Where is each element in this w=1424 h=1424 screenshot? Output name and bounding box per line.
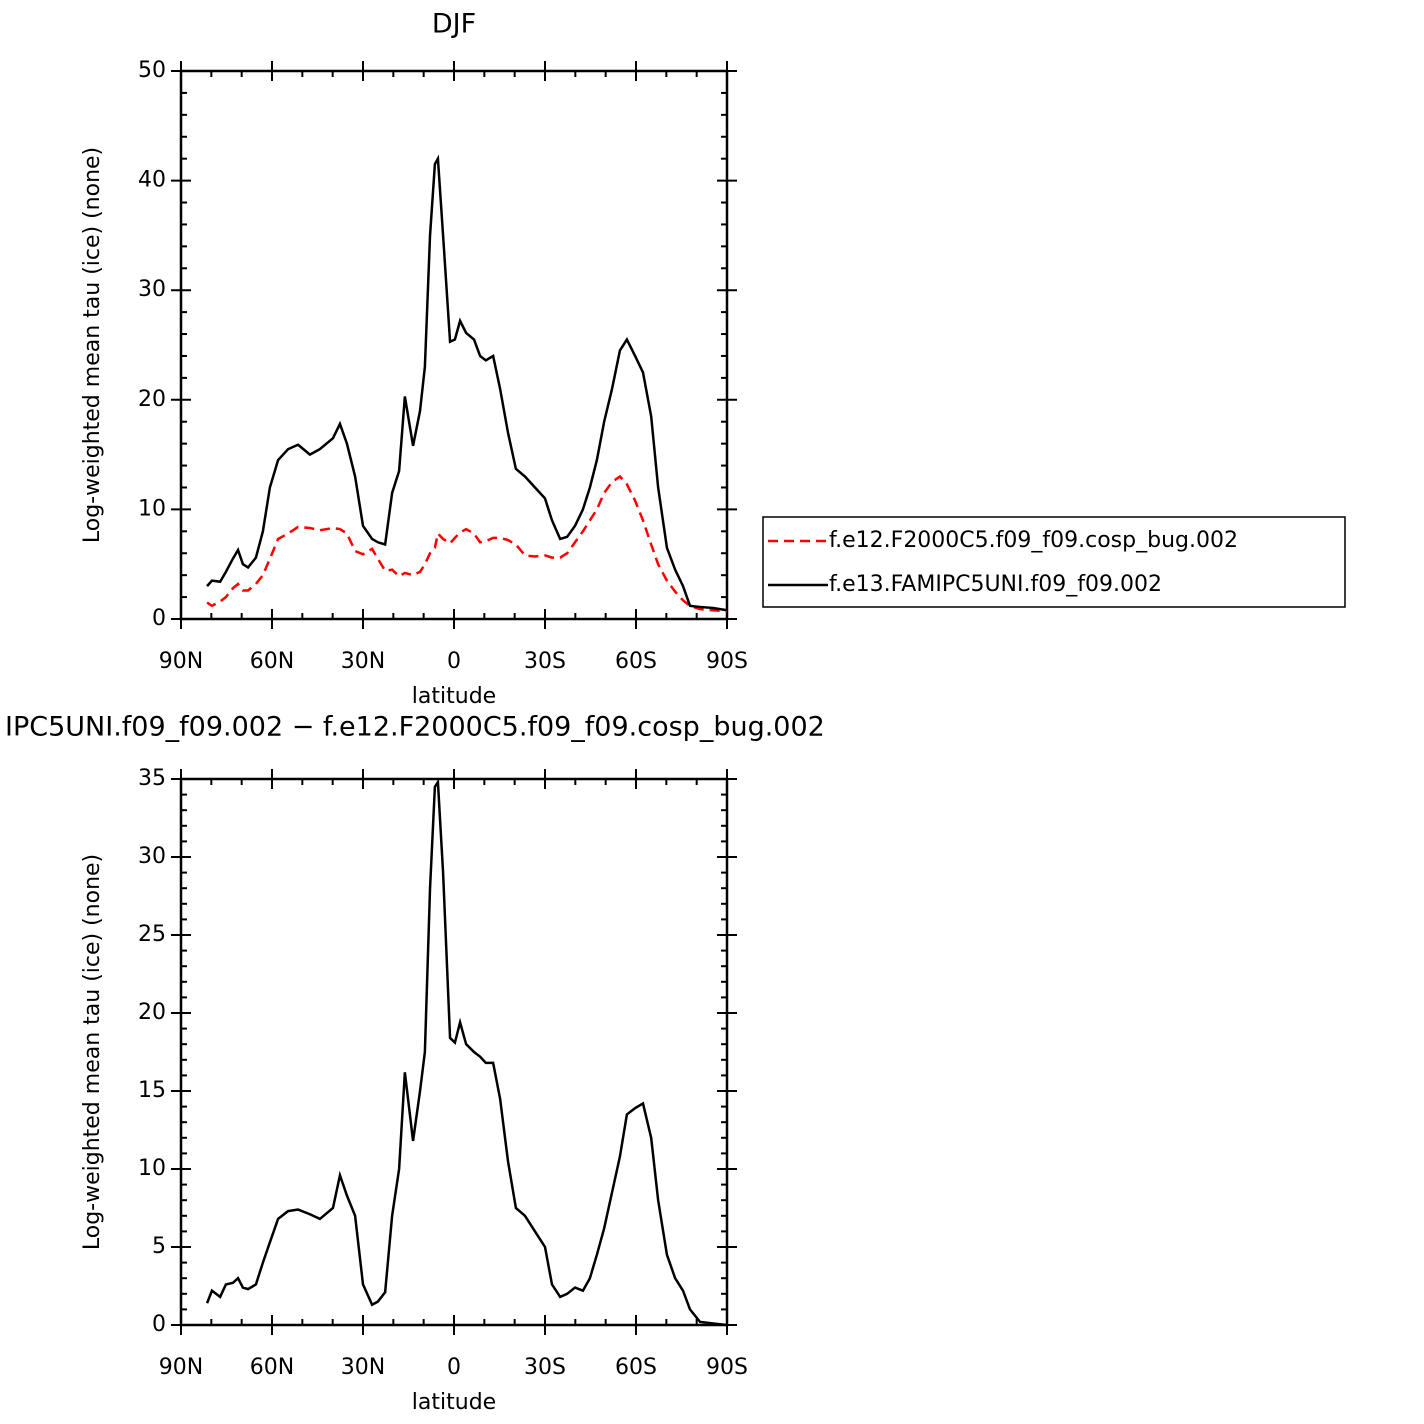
x-axis-label: latitude — [412, 1390, 496, 1415]
chart-title: IPC5UNI.f09_f09.002 − f.e12.F2000C5.f09_… — [5, 712, 825, 743]
y-tick-label: 30 — [138, 277, 166, 302]
x-tick-label: 90S — [706, 1355, 748, 1380]
x-tick-label: 30S — [524, 649, 566, 674]
x-tick-label: 30S — [524, 1355, 566, 1380]
y-axis-label: Log-weighted mean tau (ice) (none) — [80, 854, 105, 1250]
y-tick-label: 50 — [138, 58, 166, 83]
y-tick-label: 10 — [138, 496, 166, 521]
data-line — [205, 778, 728, 1327]
plot-frame — [179, 69, 729, 621]
y-tick-label: 35 — [138, 766, 166, 791]
x-tick-label: 60S — [615, 649, 657, 674]
legend-box — [762, 516, 1346, 608]
chart-title: DJF — [432, 9, 476, 40]
y-axis-label: Log-weighted mean tau (ice) (none) — [80, 147, 105, 543]
x-tick-label: 60S — [615, 1355, 657, 1380]
x-tick-label: 0 — [447, 649, 461, 674]
x-tick-label: 30N — [341, 649, 385, 674]
y-tick-label: 20 — [138, 387, 166, 412]
y-tick-label: 0 — [152, 1312, 166, 1337]
y-tick-label: 15 — [138, 1078, 166, 1103]
data-line — [206, 474, 728, 613]
x-tick-label: 90N — [159, 1355, 203, 1380]
y-tick-label: 25 — [138, 922, 166, 947]
x-tick-label: 90S — [706, 649, 748, 674]
x-tick-label: 60N — [250, 1355, 294, 1380]
legend-label: f.e13.FAMIPC5UNI.f09_f09.002 — [829, 572, 1162, 597]
y-tick-label: 10 — [138, 1156, 166, 1181]
x-axis-label: latitude — [412, 684, 496, 709]
y-tick-label: 0 — [152, 606, 166, 631]
y-tick-label: 40 — [138, 168, 166, 193]
y-tick-label: 30 — [138, 844, 166, 869]
y-tick-label: 5 — [152, 1234, 166, 1259]
legend-label: f.e12.F2000C5.f09_f09.cosp_bug.002 — [829, 528, 1238, 553]
plot-frame — [179, 777, 729, 1327]
x-tick-label: 30N — [341, 1355, 385, 1380]
y-tick-label: 20 — [138, 1000, 166, 1025]
x-tick-label: 60N — [250, 649, 294, 674]
x-tick-label: 90N — [159, 649, 203, 674]
data-line — [206, 154, 728, 612]
x-tick-label: 0 — [447, 1355, 461, 1380]
